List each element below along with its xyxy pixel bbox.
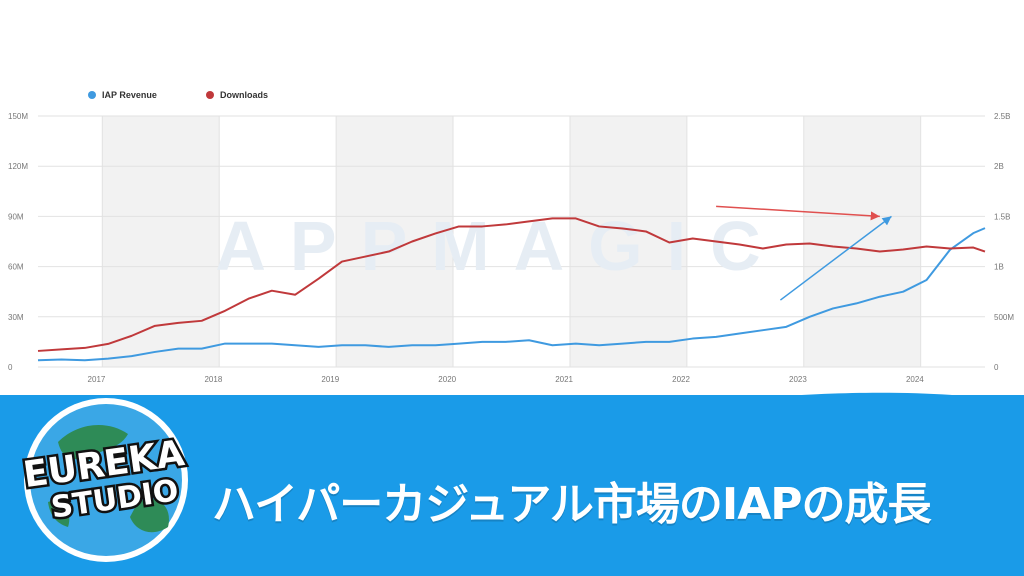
x-tick-label: 2017 [88, 375, 106, 384]
x-tick-label: 2022 [672, 375, 690, 384]
y-right-tick-label: 1B [994, 263, 1004, 272]
year-band [336, 116, 454, 367]
y-left-tick-label: 0 [8, 363, 13, 372]
trend-arrow [716, 205, 880, 221]
y-right-tick-label: 0 [994, 363, 999, 372]
legend-label: Downloads [220, 90, 269, 100]
annotations [716, 205, 892, 301]
headline: ハイパーカジュアル市場のIAPの成長 [212, 479, 932, 530]
y-right-tick-label: 2B [994, 162, 1004, 171]
series-line-iap-revenue [37, 227, 986, 362]
y-left-tick-label: 30M [8, 313, 24, 322]
x-tick-label: 2024 [906, 375, 924, 384]
x-tick-label: 2021 [555, 375, 573, 384]
line-chart: APPMAGIC 0 30M 60M 90M 120M 150M 0 500M 1B 1.5B 2… [8, 112, 1014, 384]
x-tick-label: 2020 [438, 375, 456, 384]
y-axis-right: 0 500M 1B 1.5B 2B 2.5B [994, 112, 1014, 372]
series-lines [37, 217, 986, 362]
y-right-tick-label: 500M [994, 313, 1014, 322]
legend-label: IAP Revenue [102, 90, 157, 100]
year-band [102, 116, 220, 367]
x-axis: 2017 2018 2019 2020 2021 2022 2023 2024 [88, 375, 925, 384]
y-left-tick-label: 150M [8, 112, 28, 121]
legend-iap-revenue: IAP Revenue [88, 90, 157, 100]
legend-dot-blue [88, 91, 96, 99]
y-right-tick-label: 1.5B [994, 212, 1010, 221]
x-tick-label: 2018 [204, 375, 222, 384]
legend-downloads: Downloads [206, 90, 268, 100]
y-right-tick-label: 2.5B [994, 112, 1010, 121]
series-line-downloads [37, 217, 986, 352]
trend-arrow [779, 215, 892, 301]
x-tick-label: 2019 [321, 375, 339, 384]
y-left-tick-label: 60M [8, 263, 24, 272]
watermark: APPMAGIC [215, 207, 784, 285]
y-left-tick-label: 120M [8, 162, 28, 171]
year-band [803, 116, 921, 367]
y-axis-left: 0 30M 60M 90M 120M 150M [8, 112, 28, 372]
gridlines [38, 115, 985, 368]
x-tick-label: 2023 [789, 375, 807, 384]
legend-dot-red [206, 91, 214, 99]
eureka-studio-logo: EUREKA STUDIO [18, 398, 189, 562]
y-left-tick-label: 90M [8, 212, 24, 221]
